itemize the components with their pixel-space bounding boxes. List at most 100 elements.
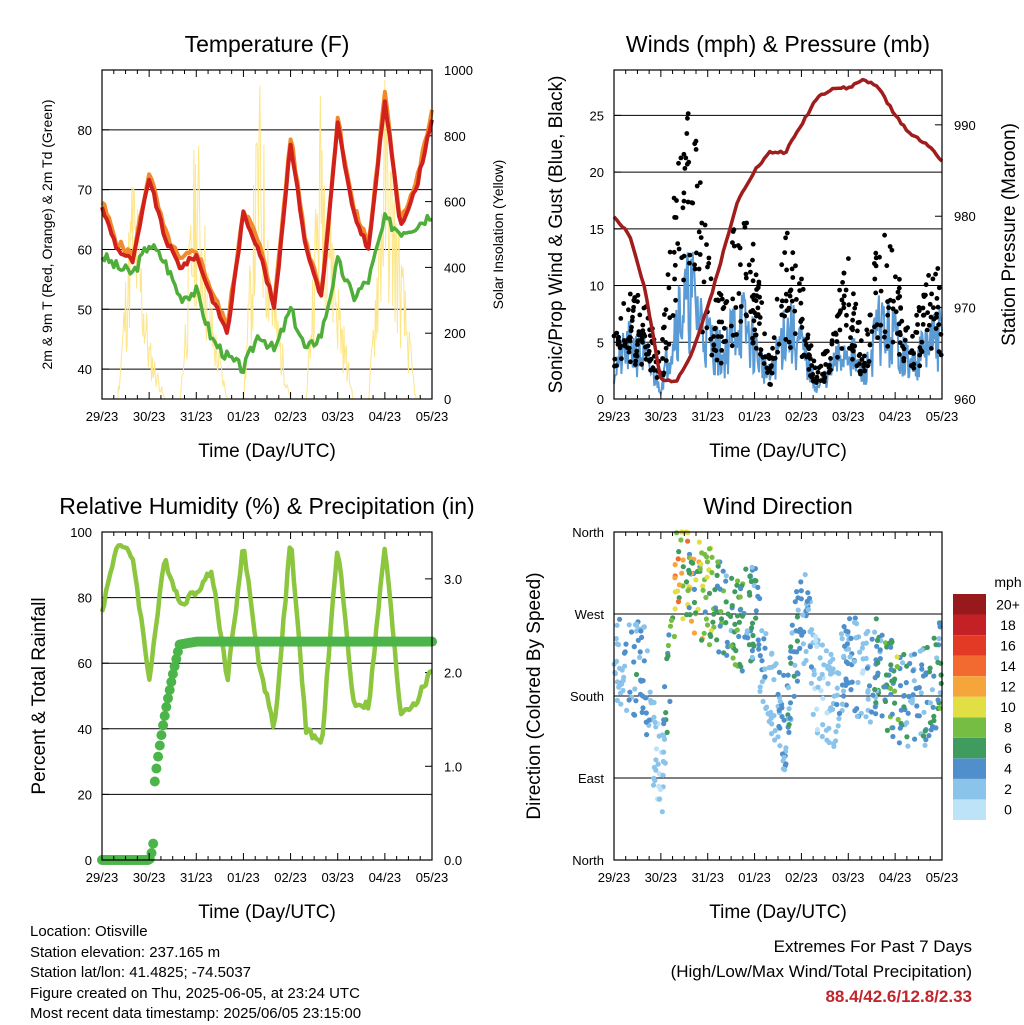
direction-point [801, 660, 807, 667]
gust-point [756, 279, 762, 285]
direction-point [766, 711, 773, 717]
gust-point [705, 264, 710, 270]
direction-point [675, 599, 682, 605]
direction-point [667, 623, 674, 629]
y-right-axis-label: Station Pressure (Maroon) [999, 123, 1020, 346]
direction-point [791, 693, 797, 699]
direction-point [771, 663, 778, 669]
gust-point [789, 266, 795, 272]
direction-point [709, 570, 715, 576]
gust-point [934, 296, 940, 301]
gust-point [920, 305, 926, 311]
direction-point [763, 705, 769, 712]
direction-point [838, 631, 845, 637]
direction-point [911, 651, 918, 657]
direction-point [759, 658, 765, 664]
direction-point [848, 635, 854, 642]
direction-point [653, 746, 660, 752]
y-tick-label: East [578, 771, 604, 786]
direction-point [814, 643, 820, 650]
gust-point [827, 363, 832, 368]
gust-point [663, 307, 669, 313]
direction-point [824, 710, 830, 716]
gust-point [828, 356, 833, 361]
gust-point [808, 343, 814, 349]
direction-point [930, 704, 936, 710]
direction-point [854, 706, 860, 712]
direction-point [747, 573, 753, 580]
direction-point [787, 655, 793, 661]
precip-point [154, 740, 165, 751]
direction-point [869, 636, 875, 642]
gust-point [626, 349, 632, 355]
direction-point [637, 649, 643, 655]
direction-point [736, 633, 742, 640]
direction-point [828, 671, 834, 677]
gust-point [902, 337, 908, 343]
gust-point [671, 249, 677, 255]
gust-point [929, 291, 934, 297]
direction-point [769, 651, 775, 657]
direction-point [664, 729, 670, 736]
gust-point [908, 350, 913, 355]
direction-point [749, 564, 755, 570]
direction-point [813, 634, 819, 640]
gust-point [731, 227, 737, 233]
gust-point [875, 335, 881, 341]
chart-title: Relative Humidity (%) & Precipitation (i… [59, 493, 474, 519]
gust-point [702, 222, 708, 228]
direction-point [702, 609, 708, 615]
gust-point [753, 345, 759, 351]
gust-point [676, 246, 682, 252]
gust-point [872, 276, 878, 282]
direction-point [661, 721, 667, 727]
gust-point [628, 359, 633, 365]
gust-point [783, 337, 789, 342]
direction-point [651, 714, 657, 720]
gust-point [783, 291, 789, 297]
direction-point [698, 561, 704, 567]
direction-point [798, 588, 804, 594]
y-tick-label: 0 [597, 392, 604, 407]
direction-point [841, 653, 847, 660]
direction-point [808, 680, 815, 686]
direction-point [853, 635, 859, 641]
direction-point [700, 583, 706, 589]
gust-point [736, 291, 742, 296]
gust-point [693, 138, 699, 144]
direction-point [717, 586, 723, 592]
direction-point [874, 637, 881, 644]
gust-point [915, 322, 920, 327]
gust-point [855, 328, 860, 334]
direction-point [919, 666, 925, 672]
gust-point [886, 305, 891, 311]
direction-point [819, 642, 826, 648]
direction-point [761, 636, 767, 642]
gust-point [803, 342, 809, 348]
gust-point [750, 257, 755, 263]
direction-point [729, 575, 735, 581]
y-tick-label: 15 [590, 222, 604, 237]
direction-point [730, 655, 736, 661]
direction-point [811, 672, 817, 678]
direction-point [675, 556, 681, 562]
direction-point [668, 617, 675, 624]
recent-timestamp: Most recent data timestamp: 2025/06/05 2… [30, 1005, 362, 1022]
direction-point [840, 688, 847, 694]
direction-point [879, 632, 885, 638]
direction-point [707, 632, 713, 638]
gust-point [933, 271, 938, 277]
direction-point [787, 700, 794, 706]
colorbar-label: 4 [1004, 761, 1012, 777]
direction-point [755, 584, 761, 591]
direction-point [646, 717, 652, 723]
gust-point [786, 339, 792, 345]
gust-point [716, 298, 721, 304]
direction-point [897, 725, 903, 731]
direction-point [828, 651, 834, 658]
gust-point [885, 343, 891, 349]
gust-point [931, 305, 936, 311]
direction-point [908, 698, 914, 704]
direction-point [749, 625, 755, 631]
gust-point [776, 341, 782, 347]
